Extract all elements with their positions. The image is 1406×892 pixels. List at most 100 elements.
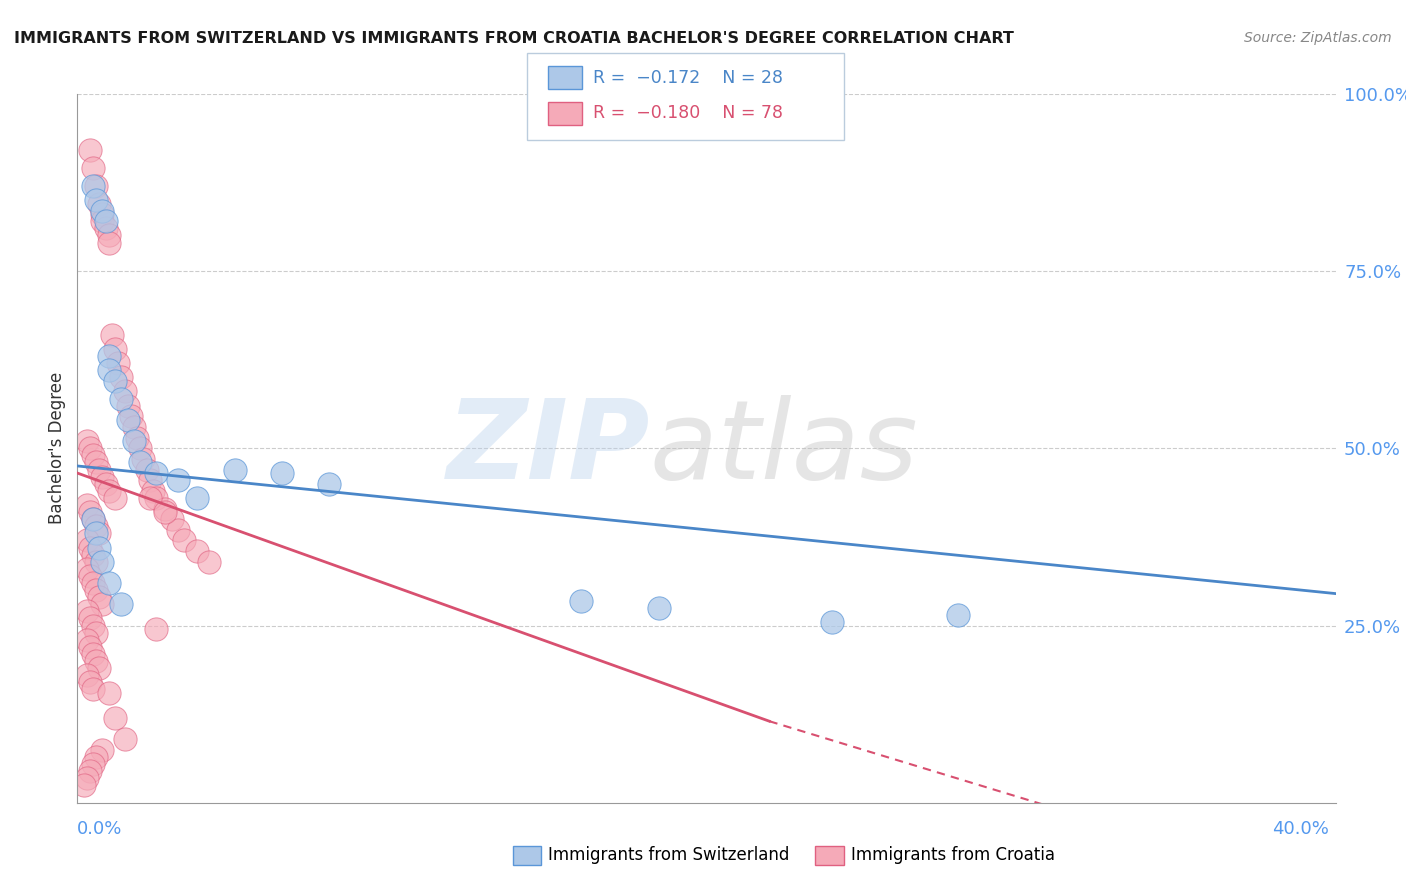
Point — [84, 519, 107, 533]
Point — [135, 462, 157, 476]
Point — [97, 235, 120, 250]
Point — [89, 462, 111, 476]
Point — [82, 756, 104, 771]
Point — [145, 491, 167, 505]
Point — [91, 207, 114, 221]
Point — [76, 498, 98, 512]
Point — [82, 682, 104, 697]
Point — [155, 505, 177, 519]
Point — [160, 512, 183, 526]
Point — [82, 618, 104, 632]
Point — [97, 349, 120, 363]
Point — [89, 590, 111, 604]
Text: Immigrants from Croatia: Immigrants from Croatia — [851, 847, 1054, 864]
Point — [82, 548, 104, 562]
Point — [76, 434, 98, 449]
Point — [569, 593, 592, 607]
Point — [82, 161, 104, 175]
Point — [117, 413, 139, 427]
Point — [97, 483, 120, 498]
Point — [82, 647, 104, 661]
Point — [167, 523, 190, 537]
Text: R =  −0.172    N = 28: R = −0.172 N = 28 — [593, 69, 783, 87]
Point — [198, 555, 221, 569]
Point — [91, 555, 114, 569]
Text: R =  −0.180    N = 78: R = −0.180 N = 78 — [593, 104, 783, 122]
Point — [110, 370, 132, 384]
Point — [84, 749, 107, 764]
Point — [89, 196, 111, 211]
Point — [82, 576, 104, 591]
Point — [138, 491, 160, 505]
Point — [76, 632, 98, 647]
Point — [79, 505, 101, 519]
Point — [110, 392, 132, 406]
Point — [132, 451, 155, 466]
Point — [114, 384, 136, 399]
Point — [91, 203, 114, 218]
Point — [91, 214, 114, 228]
Point — [107, 356, 129, 370]
Point — [97, 228, 120, 243]
Point — [89, 526, 111, 541]
Text: 0.0%: 0.0% — [77, 820, 122, 838]
Point — [76, 533, 98, 548]
Text: atlas: atlas — [650, 395, 918, 501]
Point — [224, 462, 246, 476]
Point — [79, 144, 101, 158]
Point — [104, 711, 127, 725]
Point — [97, 686, 120, 700]
Point — [821, 615, 844, 629]
Point — [97, 363, 120, 377]
Point — [84, 654, 107, 668]
Point — [155, 501, 177, 516]
Point — [76, 771, 98, 785]
Point — [110, 597, 132, 611]
Point — [129, 442, 152, 456]
Point — [89, 541, 111, 555]
Point — [167, 473, 190, 487]
Point — [76, 668, 98, 682]
Point — [97, 576, 120, 591]
Point — [91, 597, 114, 611]
Point — [270, 466, 292, 480]
Point — [173, 533, 195, 548]
Text: 40.0%: 40.0% — [1272, 820, 1329, 838]
Point — [104, 491, 127, 505]
Text: IMMIGRANTS FROM SWITZERLAND VS IMMIGRANTS FROM CROATIA BACHELOR'S DEGREE CORRELA: IMMIGRANTS FROM SWITZERLAND VS IMMIGRANT… — [14, 31, 1014, 46]
Point — [76, 562, 98, 576]
Point — [79, 541, 101, 555]
Text: ZIP: ZIP — [446, 395, 650, 501]
Text: Immigrants from Switzerland: Immigrants from Switzerland — [548, 847, 790, 864]
Point — [120, 409, 142, 424]
Y-axis label: Bachelor's Degree: Bachelor's Degree — [48, 372, 66, 524]
Point — [94, 476, 117, 491]
Point — [79, 675, 101, 690]
Point — [84, 178, 107, 193]
Point — [122, 420, 145, 434]
Point — [84, 555, 107, 569]
Point — [186, 491, 208, 505]
Point — [138, 473, 160, 487]
Point — [648, 600, 671, 615]
Point — [127, 431, 149, 445]
Point — [84, 526, 107, 541]
Point — [318, 476, 340, 491]
Point — [84, 583, 107, 598]
Point — [117, 399, 139, 413]
Text: Source: ZipAtlas.com: Source: ZipAtlas.com — [1244, 31, 1392, 45]
Point — [84, 193, 107, 207]
Point — [948, 607, 970, 622]
Point — [129, 455, 152, 469]
Point — [72, 778, 94, 792]
Point — [76, 604, 98, 618]
Point — [82, 512, 104, 526]
Point — [122, 434, 145, 449]
Point — [82, 512, 104, 526]
Point — [94, 221, 117, 235]
Point — [82, 178, 104, 193]
Point — [79, 764, 101, 778]
Point — [104, 342, 127, 356]
Point — [114, 731, 136, 746]
Point — [79, 442, 101, 456]
